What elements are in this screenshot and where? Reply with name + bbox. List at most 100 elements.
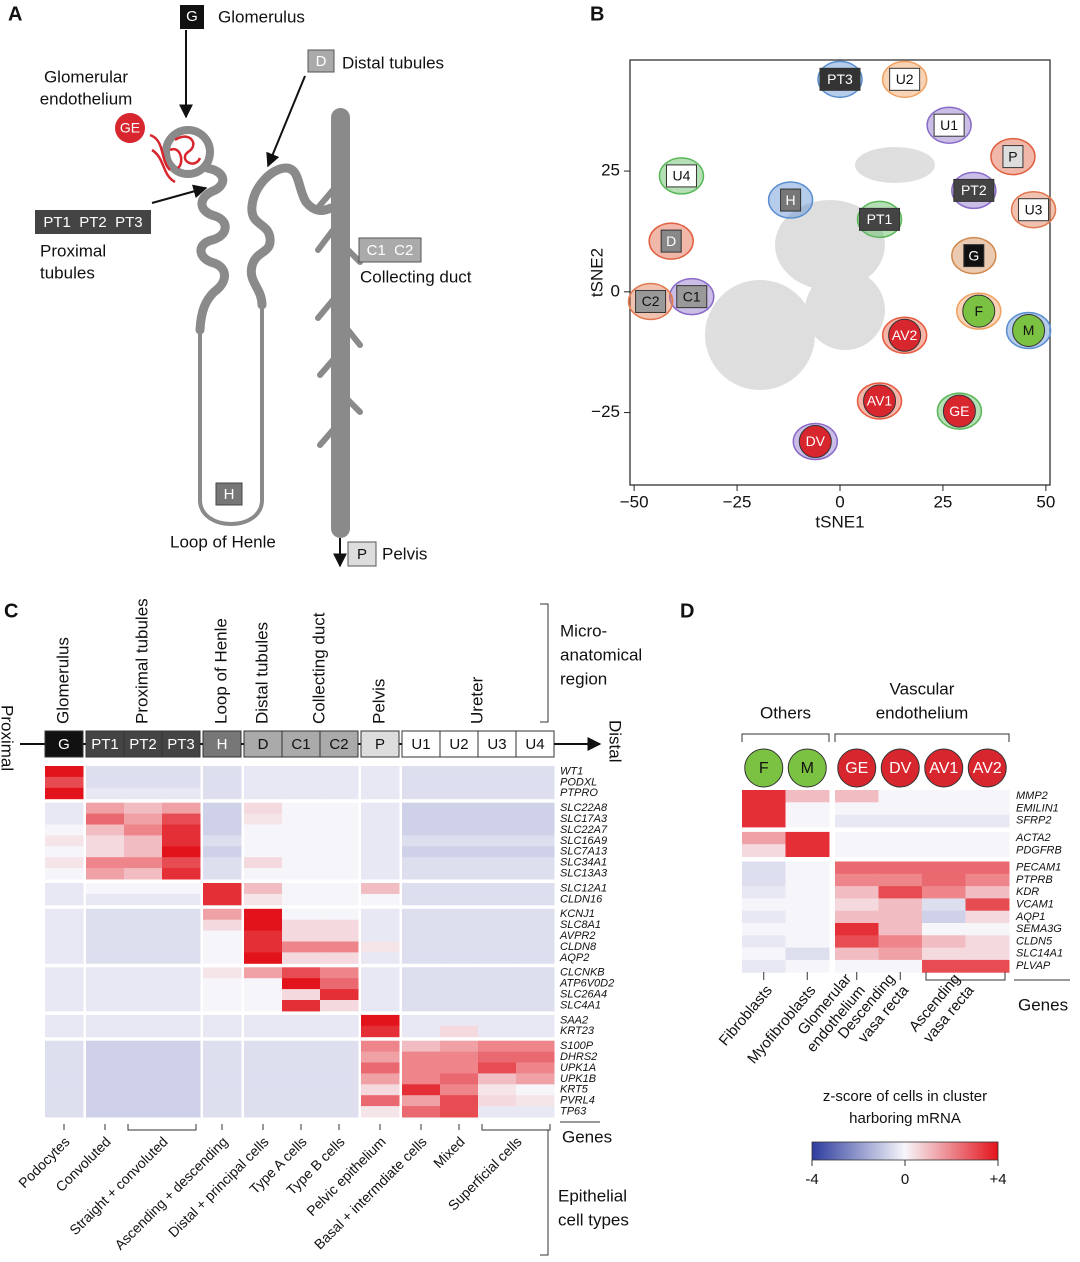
heatmap-cell <box>203 1014 242 1027</box>
heatmap-cell <box>965 947 1010 961</box>
heatmap-cell <box>86 1084 125 1096</box>
heatmap-cell <box>162 919 201 932</box>
loop-of-henle <box>198 303 264 526</box>
distal-box-label: D <box>316 53 327 70</box>
heatmap-cell <box>282 802 321 815</box>
heatmap-cell <box>440 1025 479 1038</box>
heatmap-cell <box>742 898 786 912</box>
heatmap-cell <box>124 883 163 895</box>
heatmap-cell <box>361 908 400 921</box>
heatmap-cell <box>402 857 441 869</box>
heatmap-cell <box>878 910 923 924</box>
heatmap-cell <box>440 1062 479 1074</box>
cluster-label: DV <box>806 433 826 449</box>
heatmap-cell <box>162 930 201 942</box>
heatmap-cell <box>965 861 1010 875</box>
heatmap-cell <box>45 802 84 815</box>
heatmap-cell <box>203 930 242 942</box>
arrow <box>151 184 208 204</box>
gene-label: SLC16A9 <box>560 835 607 847</box>
heatmap-cell <box>320 802 359 815</box>
duct-branches <box>313 187 363 448</box>
nephron-diagram: A G Glomerulus Glomerular endothelium GE… <box>8 3 472 568</box>
heatmap-cell <box>203 857 242 869</box>
heatmap-cell <box>516 868 555 880</box>
heatmap-cell <box>320 776 359 789</box>
heatmap-cell <box>244 883 283 895</box>
heatmap-cell <box>835 898 879 912</box>
heatmap-cell <box>516 893 555 906</box>
heatmap-cell <box>835 873 879 887</box>
heatmap-cell <box>402 978 441 990</box>
heatmap-cell <box>478 776 517 789</box>
x-tick-label: 50 <box>1036 492 1055 511</box>
heatmap-cell <box>244 1000 283 1012</box>
column-label: U3 <box>487 736 506 753</box>
heatmap-cell <box>785 910 830 924</box>
group-title: Vascular <box>890 679 955 698</box>
heatmap-cell <box>124 1051 163 1063</box>
group-title: endothelium <box>876 703 969 722</box>
heatmap-cell <box>361 766 400 778</box>
heatmap-cell <box>124 835 163 847</box>
heatmap-cell <box>361 930 400 942</box>
heatmap-cell <box>320 1106 359 1118</box>
heatmap-cell <box>124 1073 163 1085</box>
heatmap-cell <box>402 952 441 964</box>
heatmap-cell <box>516 930 555 942</box>
heatmap-cell <box>203 883 242 895</box>
cluster-badge <box>1018 198 1050 222</box>
heatmap-cell <box>244 1014 283 1027</box>
heatmap-cell <box>361 776 400 789</box>
heatmap-cell <box>86 813 125 825</box>
heatmap-cell <box>162 787 201 800</box>
collecting-box-label: C1 C2 <box>367 242 414 259</box>
gene-label: SLC34A1 <box>560 857 607 869</box>
heatmap-cell <box>478 908 517 921</box>
heatmap-cell <box>162 1014 201 1027</box>
heatmap-cell <box>742 814 786 828</box>
heatmap-cell <box>516 824 555 836</box>
heatmap-cell <box>402 908 441 921</box>
heatmap-cell <box>440 919 479 932</box>
heatmap-cell <box>361 893 400 906</box>
heatmap-cell <box>785 831 830 845</box>
heatmap-cell <box>361 1000 400 1012</box>
gene-label: KCNJ1 <box>560 908 595 920</box>
heatmap-cell <box>965 844 1010 857</box>
heatmap-cell <box>742 790 786 803</box>
gene-label: KDR <box>1016 886 1039 898</box>
heatmap-cell <box>478 868 517 880</box>
heatmap-cell <box>835 814 879 828</box>
arrow <box>266 75 306 168</box>
cluster-label: D <box>666 233 676 249</box>
heatmap-cell <box>478 824 517 836</box>
heatmap-cell <box>402 766 441 778</box>
heatmap-cell <box>203 1062 242 1074</box>
heatmap-cell <box>203 919 242 932</box>
heatmap-cell <box>124 857 163 869</box>
heatmap-cell <box>244 776 283 789</box>
y-axis-label: tSNE2 <box>587 248 606 297</box>
panel-label: A <box>8 3 22 25</box>
heatmap-cell <box>162 813 201 825</box>
heatmap-cell <box>922 947 966 961</box>
gene-label: SEMA3G <box>1016 923 1062 935</box>
column-label: PT1 <box>91 736 119 753</box>
heatmap-cell <box>965 873 1010 887</box>
gene-label: SLC26A4 <box>560 988 607 1000</box>
heatmap-cell <box>320 883 359 895</box>
heatmap-cell <box>244 930 283 942</box>
heatmap-cell <box>282 883 321 895</box>
gene-label: CLDN16 <box>560 893 603 905</box>
heatmap-cell <box>244 893 283 906</box>
distal-box <box>307 49 335 73</box>
x-axis-label: tSNE1 <box>815 512 864 531</box>
heatmap-cell <box>922 831 966 845</box>
heatmap-cell <box>478 1025 517 1038</box>
column-badge <box>880 748 920 788</box>
background-clusters <box>705 147 935 390</box>
column-box <box>281 730 321 758</box>
heatmap-cell <box>203 978 242 990</box>
